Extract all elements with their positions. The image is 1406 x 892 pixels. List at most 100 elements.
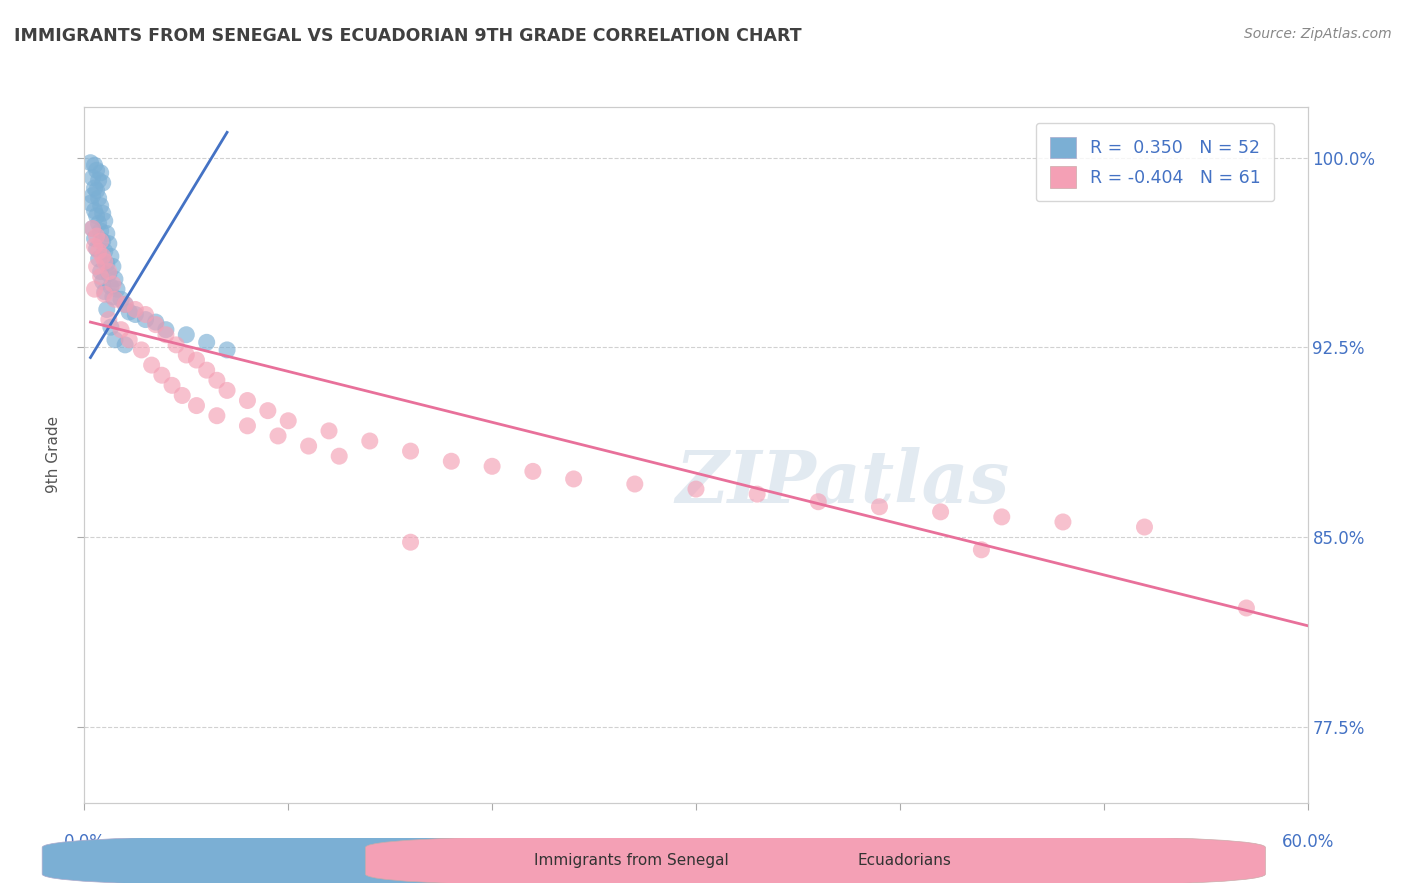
Point: [186, 399, 208, 413]
Point: [176, 327, 198, 342]
Point: [96, 227, 118, 241]
Point: [562, 472, 585, 486]
Point: [205, 373, 228, 387]
Point: [176, 348, 198, 362]
Point: [90, 264, 112, 278]
Point: [97, 236, 120, 251]
Point: [86, 260, 108, 274]
Point: [522, 464, 544, 478]
Point: [131, 343, 153, 357]
Point: [100, 320, 122, 334]
Point: [83, 282, 105, 296]
Point: [114, 338, 136, 352]
Point: [91, 176, 114, 190]
Point: [807, 494, 830, 508]
Point: [257, 403, 280, 417]
Point: [83, 181, 105, 195]
Point: [165, 338, 187, 352]
Point: [747, 487, 769, 501]
Point: [82, 188, 104, 202]
Text: ZIPatlas: ZIPatlas: [676, 447, 1010, 518]
Point: [97, 267, 120, 281]
Point: [236, 418, 259, 433]
Point: [90, 269, 112, 284]
Point: [359, 434, 381, 448]
Text: 0.0%: 0.0%: [63, 833, 105, 851]
Point: [328, 449, 350, 463]
Point: [87, 191, 110, 205]
Point: [110, 323, 132, 337]
Point: [93, 244, 117, 259]
Point: [101, 260, 124, 274]
Point: [869, 500, 891, 514]
Text: Ecuadorians: Ecuadorians: [858, 854, 952, 868]
Point: [79, 196, 101, 211]
Point: [217, 343, 239, 357]
Point: [118, 333, 141, 347]
Point: [86, 184, 108, 198]
Point: [110, 293, 132, 307]
Point: [82, 221, 104, 235]
Point: [104, 272, 127, 286]
Point: [104, 293, 127, 307]
Point: [155, 323, 177, 337]
Point: [100, 249, 122, 263]
Point: [114, 297, 136, 311]
Text: Source: ZipAtlas.com: Source: ZipAtlas.com: [1244, 27, 1392, 41]
Point: [160, 378, 183, 392]
Point: [87, 252, 110, 266]
Point: [155, 327, 177, 342]
Point: [929, 505, 952, 519]
Point: [86, 242, 108, 256]
Point: [624, 477, 647, 491]
Point: [145, 318, 167, 332]
Point: [114, 297, 136, 311]
Point: [186, 353, 208, 368]
Point: [440, 454, 463, 468]
Point: [1133, 520, 1156, 534]
Point: [96, 302, 118, 317]
Point: [93, 285, 117, 299]
Point: [90, 166, 112, 180]
Point: [82, 170, 104, 185]
Text: Immigrants from Senegal: Immigrants from Senegal: [534, 854, 730, 868]
Point: [1052, 515, 1074, 529]
Point: [318, 424, 340, 438]
Point: [267, 429, 290, 443]
Point: [86, 163, 108, 178]
Point: [195, 363, 218, 377]
Point: [90, 224, 112, 238]
Point: [97, 312, 120, 326]
Point: [87, 173, 110, 187]
FancyBboxPatch shape: [366, 834, 1265, 888]
Point: [150, 368, 173, 383]
Point: [101, 290, 124, 304]
Text: IMMIGRANTS FROM SENEGAL VS ECUADORIAN 9TH GRADE CORRELATION CHART: IMMIGRANTS FROM SENEGAL VS ECUADORIAN 9T…: [14, 27, 801, 45]
Point: [118, 305, 141, 319]
Point: [104, 333, 127, 347]
Point: [399, 444, 422, 458]
Point: [91, 234, 114, 248]
Point: [298, 439, 321, 453]
Point: [141, 358, 163, 372]
Point: [195, 335, 218, 350]
Point: [217, 384, 239, 398]
Point: [83, 239, 105, 253]
Point: [101, 277, 124, 292]
Point: [97, 264, 120, 278]
Point: [135, 312, 157, 326]
Point: [82, 221, 104, 235]
Point: [991, 509, 1014, 524]
Point: [79, 155, 101, 169]
Point: [87, 244, 110, 259]
Point: [96, 257, 118, 271]
Point: [83, 203, 105, 218]
Point: [124, 302, 146, 317]
Point: [172, 388, 194, 402]
Legend: R =  0.350   N = 52, R = -0.404   N = 61: R = 0.350 N = 52, R = -0.404 N = 61: [1036, 123, 1274, 202]
Point: [93, 214, 117, 228]
Point: [685, 482, 707, 496]
Point: [124, 308, 146, 322]
Point: [93, 287, 117, 301]
Point: [87, 216, 110, 230]
